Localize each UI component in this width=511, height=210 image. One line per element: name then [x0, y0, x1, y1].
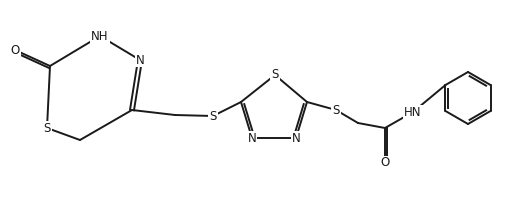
Text: N: N	[292, 131, 300, 144]
Text: S: S	[332, 104, 340, 117]
Text: S: S	[271, 68, 278, 81]
Text: HN: HN	[404, 105, 422, 118]
Text: O: O	[10, 43, 19, 56]
Text: S: S	[43, 122, 51, 134]
Text: S: S	[210, 109, 217, 122]
Text: O: O	[380, 156, 389, 169]
Text: N: N	[248, 131, 257, 144]
Text: NH: NH	[91, 29, 109, 42]
Text: N: N	[135, 54, 145, 67]
